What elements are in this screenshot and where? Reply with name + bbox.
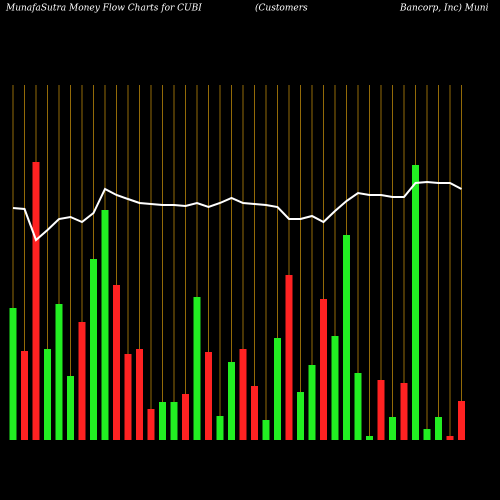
bar (44, 349, 51, 440)
bar (205, 352, 212, 440)
bar (170, 402, 178, 440)
bar (159, 402, 166, 440)
bar (320, 299, 327, 440)
bar (308, 365, 316, 440)
bar (366, 436, 373, 440)
bar (389, 417, 396, 440)
bar (113, 285, 120, 440)
bar (124, 354, 132, 440)
bar (147, 409, 155, 440)
chart-subtitle: (Customers (255, 3, 308, 14)
bar (274, 338, 281, 440)
chart-title: MunafaSutra Money Flow Charts for CUBI (5, 4, 202, 14)
bar (354, 373, 362, 440)
bar (182, 394, 189, 440)
bar (331, 336, 339, 440)
bar (9, 308, 17, 440)
bar (21, 351, 28, 440)
bar (228, 362, 235, 440)
bar (67, 376, 74, 440)
bar (435, 417, 442, 440)
bar (412, 165, 419, 440)
bar (32, 162, 40, 440)
bar (458, 401, 465, 440)
bar (251, 386, 258, 440)
bar (216, 416, 224, 440)
bar (262, 420, 270, 440)
bar (193, 297, 201, 440)
bar (285, 275, 293, 440)
bar (400, 383, 408, 440)
bar (297, 392, 304, 440)
bar (136, 349, 143, 440)
bar (78, 322, 86, 440)
bar (343, 235, 350, 440)
bar (239, 349, 247, 440)
bar (101, 210, 109, 440)
money-flow-line (12, 180, 462, 242)
chart-subtitle: Bancorp, Inc) Muni (399, 3, 489, 14)
bar (55, 304, 63, 440)
bar (446, 436, 454, 440)
bar (423, 429, 431, 440)
bar (90, 259, 97, 440)
bar (377, 380, 385, 440)
